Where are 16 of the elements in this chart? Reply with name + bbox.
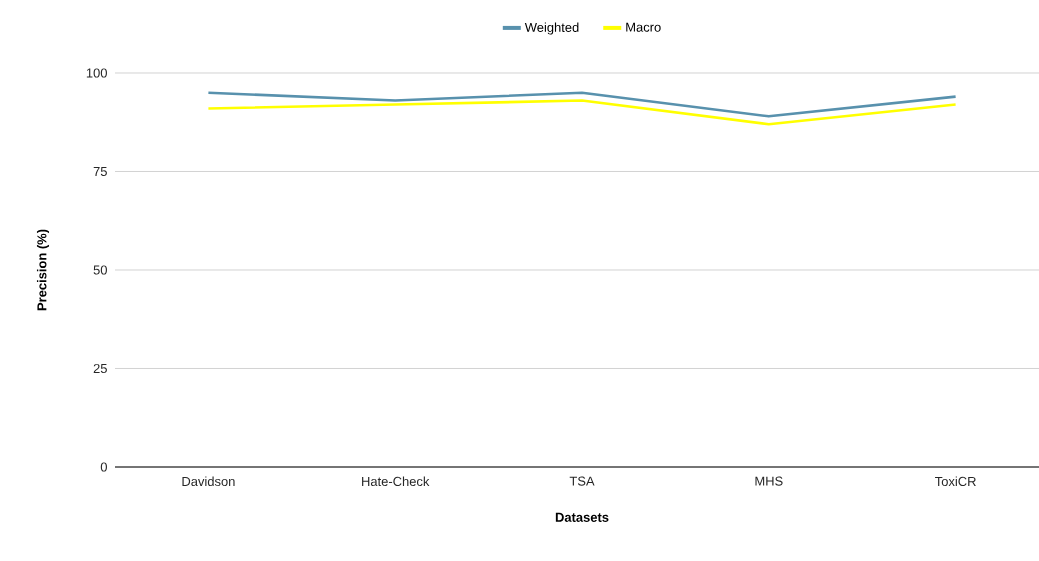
x-axis-title: Datasets <box>555 512 609 522</box>
y-tick-label: 75 <box>93 166 107 177</box>
y-axis-title: Precision (%) <box>36 229 50 311</box>
line-series <box>207 91 957 118</box>
x-tick-label: ToxiCR <box>935 476 976 487</box>
x-tick-label: Davidson <box>182 476 235 487</box>
x-tick-label: TSA <box>569 476 595 486</box>
legend-label: Weighted <box>524 22 579 35</box>
line-series <box>207 99 957 126</box>
y-tick-label: 50 <box>93 265 107 275</box>
legend-label: Macro <box>626 22 661 32</box>
y-tick-label: 0 <box>100 462 107 472</box>
x-tick-label: Hate-Check <box>362 476 430 487</box>
x-tick-label: MHS <box>755 476 783 486</box>
y-tick-label: 100 <box>86 68 107 78</box>
y-tick-label: 25 <box>93 363 107 374</box>
